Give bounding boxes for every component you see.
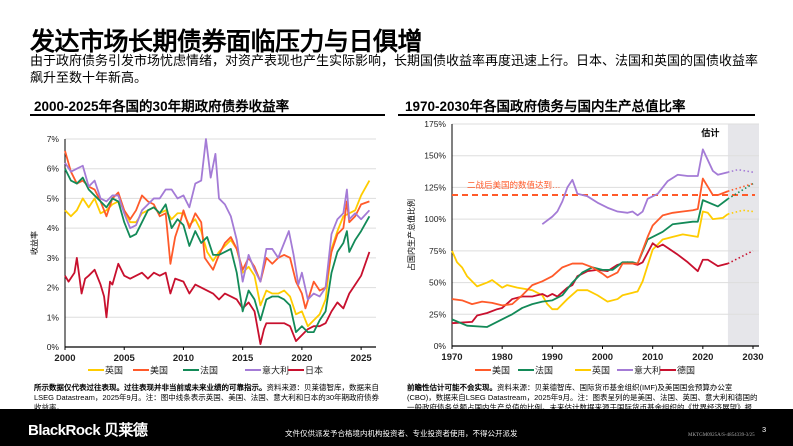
series-line-italy [541,148,729,225]
legend-label: 法国 [535,365,553,376]
forecast-line-italy [727,168,754,173]
legend-label: 英国 [592,365,610,376]
y-axis-label: 占国内生产总值比例 [406,199,416,271]
y-tick-label: 50% [429,278,446,288]
series-line-us [451,177,729,307]
left-chart-title: 2000-2025年各国的30年期政府债券收益率 [34,99,290,114]
forecast-line-germany [727,250,754,265]
series-line-japan [64,251,371,345]
forecast-label: 估计 [700,127,719,138]
y-tick-label: 1% [47,312,60,322]
y-tick-label: 0% [47,342,60,352]
y-tick-label: 0% [434,341,447,351]
y-tick-label: 7% [47,134,60,144]
x-tick-label: 2025 [351,353,373,364]
page-subtitle: 由于政府债务引发市场忧虑情绪，对资产表现也产生实际影响，长期国债收益率再度迅速上… [30,53,759,85]
x-tick-label: 2010 [642,352,663,363]
left-chart-rule [30,114,385,116]
right-note-bold: 前瞻性估计可能不会实现。 [407,383,497,392]
legend-label: 意大利 [262,365,289,376]
x-tick-label: 2030 [742,352,763,363]
legend-label: 美国 [150,365,168,376]
y-tick-label: 6% [47,164,60,174]
legend-label: 日本 [305,365,323,376]
y-tick-label: 2% [47,283,60,293]
right-chart-rule [398,114,755,116]
y-tick-label: 75% [429,246,446,256]
left-note-bold: 所示数据仅代表过往表现。过往表现并非当前或未来业绩的可靠指示。 [34,383,267,392]
x-tick-label: 2020 [291,353,312,364]
legend-label: 意大利 [634,365,661,376]
legend-label: 法国 [200,365,218,376]
footer-bar [0,409,793,446]
series-line-uk [451,210,729,311]
left-chart-note: 所示数据仅代表过往表现。过往表现并非当前或未来业绩的可靠指示。资料来源：贝莱德智… [34,383,386,413]
forecast-line-france [727,182,754,200]
legend-label: 美国 [492,365,510,376]
y-tick-label: 100% [424,214,446,224]
series-line-us [64,150,370,310]
series-line-germany [451,242,729,325]
blackrock-logo: BlackRock 贝莱德 [28,422,148,439]
document-code: MKTGM0925A/S-4854339-3/25 [688,433,755,438]
y-tick-label: 125% [424,182,446,192]
x-tick-label: 2020 [692,352,713,363]
x-tick-label: 2000 [592,352,613,363]
x-tick-label: 1990 [542,352,563,363]
left-note-text: 资料来源：贝莱德智库，数据来自LSEG Datastream，2025年9月。注… [34,383,380,412]
series-line-france [64,168,371,334]
x-tick-label: 2000 [54,353,75,364]
x-tick-label: 1970 [441,352,462,363]
y-tick-label: 4% [47,223,60,233]
x-tick-label: 2005 [114,353,136,364]
legend-label: 英国 [105,365,123,376]
forecast-shade [727,124,759,346]
x-tick-label: 2010 [173,353,194,364]
page-number: 3 [762,425,767,434]
footer-disclaimer: 文件仅供派发予合格境内机构投资者、专业投资者使用，不得公开派发 [285,429,518,438]
y-tick-label: 150% [424,151,446,161]
x-tick-label: 1980 [492,352,513,363]
x-tick-label: 2015 [232,353,254,364]
series-line-france [451,198,729,328]
page-title: 发达市场长期债券面临压力与日俱增 [30,28,423,56]
y-tick-label: 25% [429,309,446,319]
y-tick-label: 3% [47,253,60,263]
legend-label: 德国 [677,365,695,376]
reference-line-label: 二战后美国的数值达到… [467,180,561,190]
forecast-line-uk [727,209,754,215]
right-chart-title: 1970-2030年各国政府债务与国内生产总值比率 [405,99,686,114]
series-line-italy [64,138,371,301]
y-tick-label: 175% [424,119,446,129]
forecast-line-us [727,182,754,192]
y-axis-label: 收益率 [29,231,39,255]
y-tick-label: 5% [47,193,60,203]
series-line-uk [64,180,371,328]
